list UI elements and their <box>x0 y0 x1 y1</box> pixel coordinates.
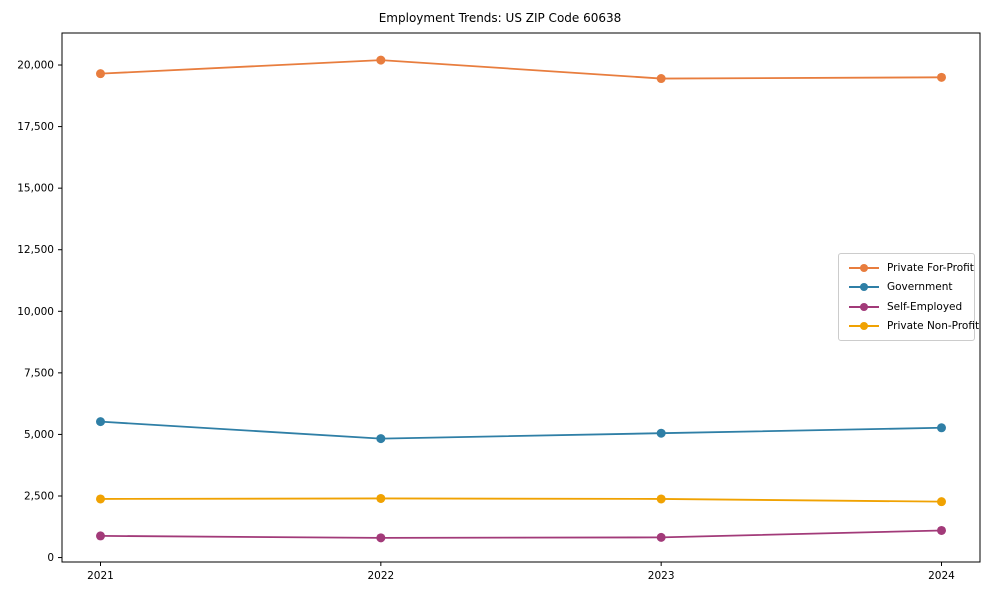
y-tick-label: 7,500 <box>24 367 54 379</box>
legend-item: Private Non-Profit <box>845 317 979 337</box>
legend-label: Self-Employed <box>887 300 963 313</box>
y-tick-label: 17,500 <box>17 121 54 133</box>
x-tick-label: 2022 <box>367 570 394 582</box>
data-point <box>656 494 666 504</box>
x-tick-label: 2021 <box>87 570 114 582</box>
y-tick-label: 20,000 <box>17 60 54 72</box>
legend-line-marker-icon <box>849 322 879 331</box>
legend-item: Private For-Profit <box>845 258 974 278</box>
y-tick-label: 10,000 <box>17 306 54 318</box>
data-point <box>656 428 666 438</box>
data-point <box>656 532 666 542</box>
y-tick-label: 5,000 <box>24 429 54 441</box>
legend-line-marker-icon <box>849 263 879 272</box>
x-tick-label: 2023 <box>648 570 675 582</box>
data-point <box>937 72 946 82</box>
data-point <box>937 423 946 433</box>
series-line <box>100 420 942 440</box>
y-tick-label: 12,500 <box>17 244 54 256</box>
legend-label: Private Non-Profit <box>887 320 980 333</box>
legend-line-marker-icon <box>849 283 879 292</box>
data-point <box>96 417 105 427</box>
data-point <box>96 494 105 504</box>
legend-marker-dot-icon <box>860 263 868 272</box>
data-point <box>376 434 386 444</box>
x-tick-label: 2024 <box>928 570 955 582</box>
data-point <box>376 493 386 503</box>
series-line <box>100 529 942 539</box>
legend-line-marker-icon <box>849 302 879 311</box>
plot-frame <box>61 32 981 563</box>
legend-item: Government <box>845 278 968 298</box>
data-point <box>376 533 386 543</box>
data-point <box>96 531 105 541</box>
legend-item: Self-Employed <box>845 297 968 317</box>
legend-marker-dot-icon <box>860 283 868 292</box>
chart-title: Employment Trends: US ZIP Code 60638 <box>378 11 622 25</box>
legend: Private For-Profit Government Self-Employe… <box>838 253 979 341</box>
legend-marker-dot-icon <box>860 302 868 311</box>
data-point <box>96 69 105 79</box>
data-point <box>937 525 946 535</box>
data-point <box>937 497 946 507</box>
data-point <box>656 74 666 84</box>
y-tick-label: 0 <box>47 552 54 564</box>
legend-label: Private For-Profit <box>887 261 974 274</box>
series-line <box>100 497 942 503</box>
data-point <box>376 55 386 65</box>
legend-marker-dot-icon <box>860 322 868 331</box>
y-tick-label: 15,000 <box>17 183 54 195</box>
series-line <box>100 59 942 80</box>
legend-label: Government <box>887 281 953 294</box>
y-tick-label: 2,500 <box>24 490 54 502</box>
